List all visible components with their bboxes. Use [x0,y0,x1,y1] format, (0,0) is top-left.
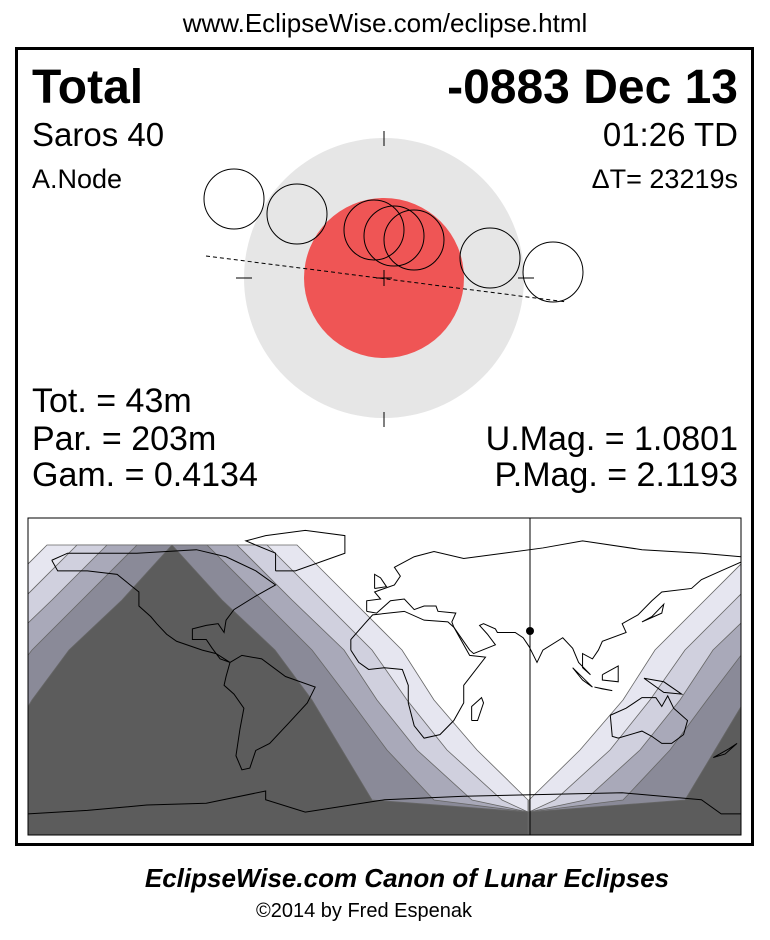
eclipse-date: -0883 Dec 13 [447,61,738,114]
moon-position [522,241,584,303]
eclipse-time: 01:26 TD [602,116,738,153]
sublunar-point-marker [526,627,534,635]
page-url: www.EclipseWise.com/eclipse.html [182,8,588,38]
coastline [350,610,487,739]
coastline [641,602,665,623]
coastline [643,677,684,695]
gamma-value: Gam. = 0.4134 [32,456,258,494]
visibility-band [528,654,741,835]
map-border [27,517,742,836]
copyright: ©2014 by Fred Espenak [256,900,472,922]
penumbral-magnitude: P.Mag. = 2.1193 [494,456,738,494]
coastline [374,573,388,589]
coastline [713,743,738,758]
coastline [471,696,485,722]
umbral-magnitude: U.Mag. = 1.0801 [485,420,738,458]
visibility-band [28,544,529,835]
coastline [609,694,689,744]
moon-position [343,199,405,261]
moon-path-line [205,255,568,303]
visibility-band [528,705,741,835]
moon-position [363,205,425,267]
moon-position [203,168,265,230]
coastline [28,790,741,815]
delta-t: ΔT= 23219s [591,164,738,194]
coastline [601,665,619,683]
coastline [594,686,613,692]
moon-position [459,227,521,289]
coastline [223,654,316,771]
coastline [572,667,593,688]
node-label: A.Node [32,164,123,194]
totality-duration: Tot. = 43m [32,382,192,420]
axis-ticks [236,131,534,427]
coastline [366,540,741,612]
moon-position [383,209,445,271]
coastline [366,561,741,676]
footer-title: EclipseWise.com Canon of Lunar Eclipses [144,863,670,893]
eclipse-panel-frame [15,47,754,846]
partial-duration: Par. = 203m [32,420,217,458]
eclipse-type: Total [32,61,144,114]
saros-number: Saros 40 [32,116,165,153]
coastline [244,529,346,572]
moon-position [266,183,328,245]
coastline [51,549,277,663]
